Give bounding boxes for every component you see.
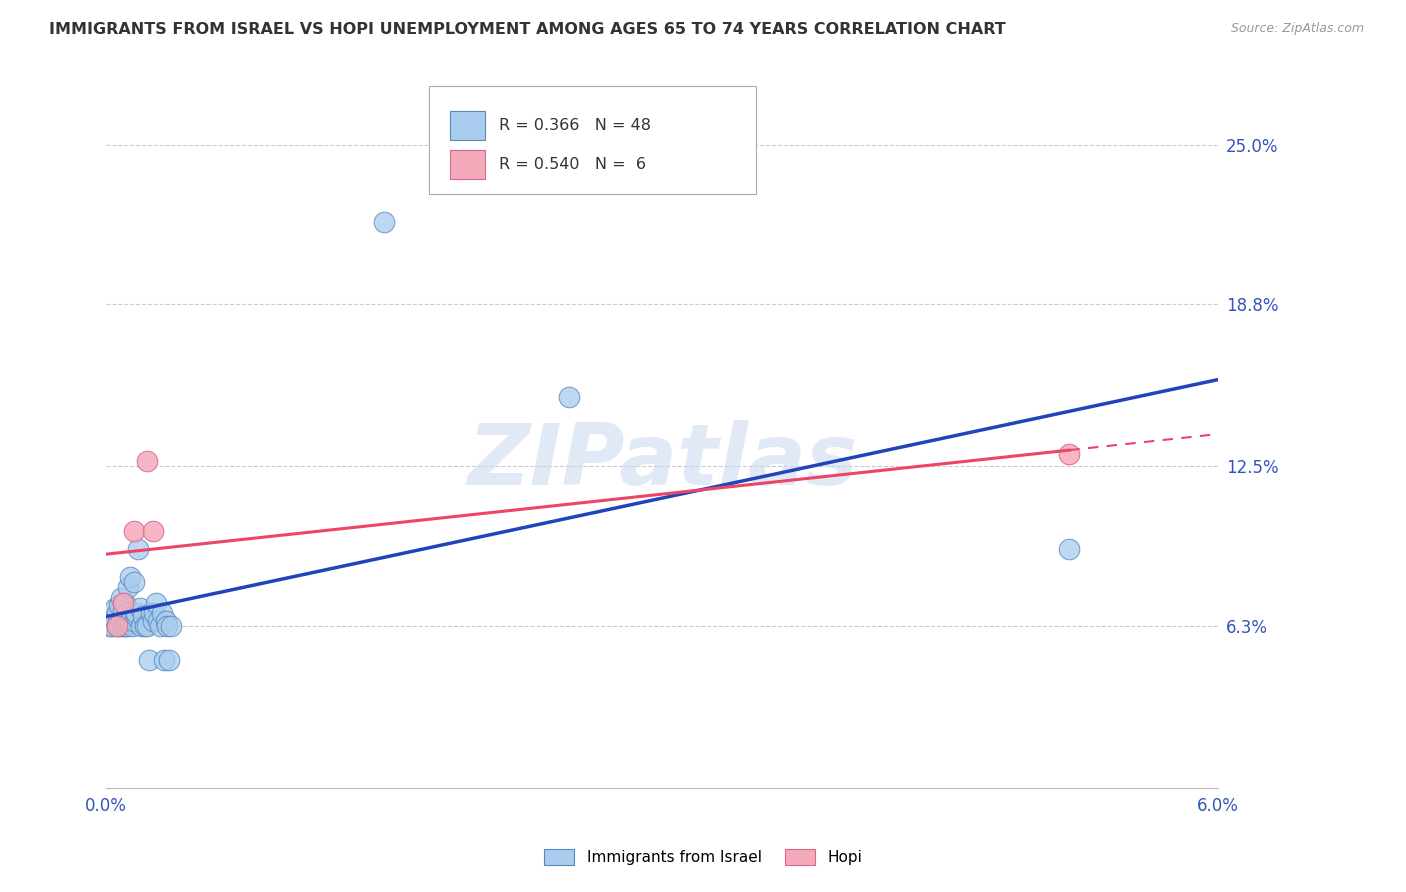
Point [125,606,148,620]
Point [111,596,134,610]
Point [156,619,179,633]
Point [111,619,134,633]
Point [117,616,139,631]
Point [143,606,166,620]
Point [1059,541,1081,556]
FancyBboxPatch shape [450,150,485,179]
Point [128,601,150,615]
Point [152,652,174,666]
Point [149,619,172,633]
Point [125,608,148,623]
Point [108,619,131,633]
Point [131,619,153,633]
Point [110,591,132,605]
Text: IMMIGRANTS FROM ISRAEL VS HOPI UNEMPLOYMENT AMONG AGES 65 TO 74 YEARS CORRELATIO: IMMIGRANTS FROM ISRAEL VS HOPI UNEMPLOYM… [49,22,1005,37]
Point [122,575,145,590]
Point [138,652,160,666]
Text: Source: ZipAtlas.com: Source: ZipAtlas.com [1230,22,1364,36]
Point [122,524,145,538]
Point [105,619,128,633]
Point [115,606,138,620]
Point [98,619,121,633]
Point [134,619,156,633]
Point [122,614,145,628]
Point [136,454,159,468]
Point [160,619,183,633]
Text: R = 0.540   N =  6: R = 0.540 N = 6 [499,157,645,172]
Point [101,619,124,633]
Point [105,606,128,620]
Point [155,614,177,628]
Point [114,596,136,610]
Point [108,599,131,613]
Point [139,606,162,620]
Point [110,614,132,628]
Point [141,614,163,628]
Point [117,581,139,595]
Point [115,619,138,633]
Point [121,619,143,633]
Point [145,596,167,610]
Point [121,608,143,623]
FancyBboxPatch shape [429,87,756,194]
Point [136,619,159,633]
Point [104,601,127,615]
Point [146,614,169,628]
FancyBboxPatch shape [450,112,485,140]
Point [150,606,173,620]
Point [120,570,142,584]
Point [1059,447,1081,461]
Point [157,652,180,666]
Point [141,524,163,538]
Point [103,611,125,625]
Point [114,619,136,633]
Point [105,619,128,633]
Text: R = 0.366   N = 48: R = 0.366 N = 48 [499,119,651,134]
Point [127,541,149,556]
Point [373,215,395,229]
Text: ZIPatlas: ZIPatlas [467,420,858,503]
Point [120,614,142,628]
Legend: Immigrants from Israel, Hopi: Immigrants from Israel, Hopi [537,843,869,871]
Point [132,608,155,623]
Point [111,604,134,618]
Point [558,390,581,404]
